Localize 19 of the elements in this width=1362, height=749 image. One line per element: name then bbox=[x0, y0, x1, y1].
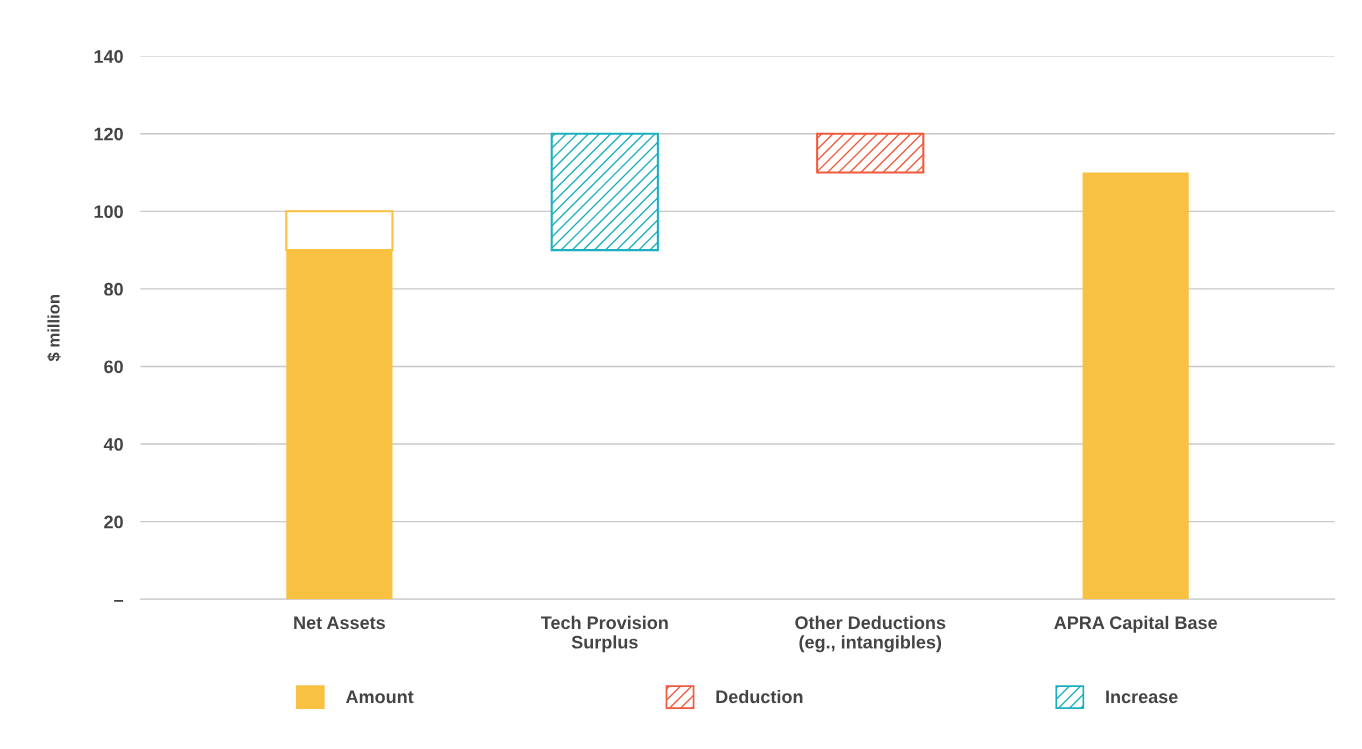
x-tick-label: APRA Capital Base bbox=[1054, 615, 1218, 633]
y-tick-label: 120 bbox=[94, 127, 123, 141]
legend-label: Deduction bbox=[716, 689, 803, 704]
y-tick-label: 80 bbox=[104, 282, 123, 296]
y-tick-label: 60 bbox=[104, 360, 123, 374]
x-tick-label: Other Deductions (eg., intangibles) bbox=[795, 615, 946, 653]
legend-label: Increase bbox=[1106, 690, 1178, 704]
y-tick-label: 140 bbox=[94, 50, 123, 63]
y-tick-label: 40 bbox=[103, 437, 123, 451]
y-tick-label: 100 bbox=[94, 205, 123, 219]
bar bbox=[1082, 172, 1189, 600]
bar bbox=[816, 132, 925, 174]
x-tick-label: Tech Provision Surplus bbox=[540, 615, 668, 653]
bar bbox=[550, 132, 659, 252]
y-axis-title: $ million bbox=[47, 294, 61, 362]
y-tick-label: 20 bbox=[104, 515, 123, 529]
legend-label: Amount bbox=[345, 690, 414, 704]
y-tick-label: – bbox=[114, 600, 124, 602]
x-tick-label: Net Assets bbox=[294, 616, 385, 630]
